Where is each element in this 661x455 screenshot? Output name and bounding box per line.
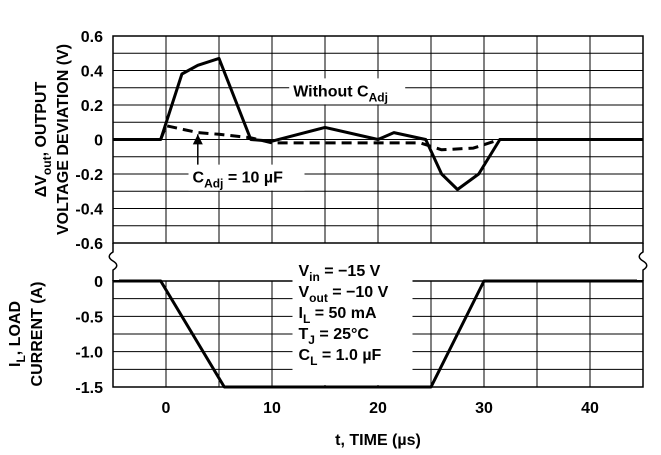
- xtick-label: 0: [162, 400, 171, 417]
- condition-line: CL = 1.0 µF: [299, 347, 382, 368]
- ytick-label-bottom: -0.5: [75, 309, 103, 326]
- annotations: Without CAdj CAdj = 10 µF Vin = −15 VVout …: [188, 78, 413, 385]
- label-with-cadj: CAdj = 10 µF: [193, 170, 284, 191]
- ytick-label-bottom: -1.0: [75, 345, 103, 362]
- axis-break-left: [108, 243, 118, 281]
- ytick-label-bottom: -1.5: [75, 380, 103, 397]
- ytick-label-top: 0.4: [81, 64, 103, 81]
- conditions-mask: [292, 259, 413, 385]
- axis-break-right: [638, 243, 648, 281]
- condition-line: Vout = −10 V: [299, 284, 389, 305]
- series-without-cadj: [113, 56, 643, 191]
- xtick-label: 40: [581, 400, 599, 417]
- label-mask: [188, 164, 305, 191]
- xtick-label: 20: [369, 400, 387, 417]
- x-axis-label: t, TIME (µs): [335, 432, 421, 449]
- axis-break-mask: [107, 244, 119, 280]
- label-without-cadj: Without CAdj: [293, 83, 388, 104]
- ytick-label-top: -0.2: [75, 167, 103, 184]
- annotation-arrow-head: [192, 134, 203, 145]
- label-mask: [289, 78, 406, 105]
- ytick-label-top: 0: [94, 133, 103, 150]
- ytick-label-top: -0.4: [75, 202, 103, 219]
- tick-labels: 0.6 0.4 0.2 0 -0.2 -0.4 -0.6 0 -0.5 -1.0 -1.5 0 10 20…: [7, 29, 599, 449]
- y-axis-label-bottom: IL, LOAD: [7, 301, 28, 367]
- condition-line: Vin = −15 V: [299, 263, 381, 284]
- top-plot-frame: [112, 35, 644, 244]
- condition-line: TJ = 25°C: [299, 326, 370, 347]
- ytick-label-top: 0.2: [81, 98, 103, 115]
- y-axis-label-top: ΔVout, OUTPUT: [33, 82, 54, 198]
- condition-line: IL = 50 mA: [299, 305, 378, 326]
- y-axis-label-top: VOLTAGE DEVIATION (V): [55, 44, 72, 235]
- axis-break-mask: [637, 244, 649, 280]
- xtick-label: 10: [263, 400, 281, 417]
- xtick-label: 30: [475, 400, 493, 417]
- ytick-label-top: -0.6: [75, 236, 103, 253]
- ytick-label-bottom: 0: [94, 274, 103, 291]
- ytick-label-top: 0.6: [81, 29, 103, 46]
- series-with-cadj: [159, 124, 501, 152]
- y-axis-label-bottom: CURRENT (A): [29, 282, 46, 387]
